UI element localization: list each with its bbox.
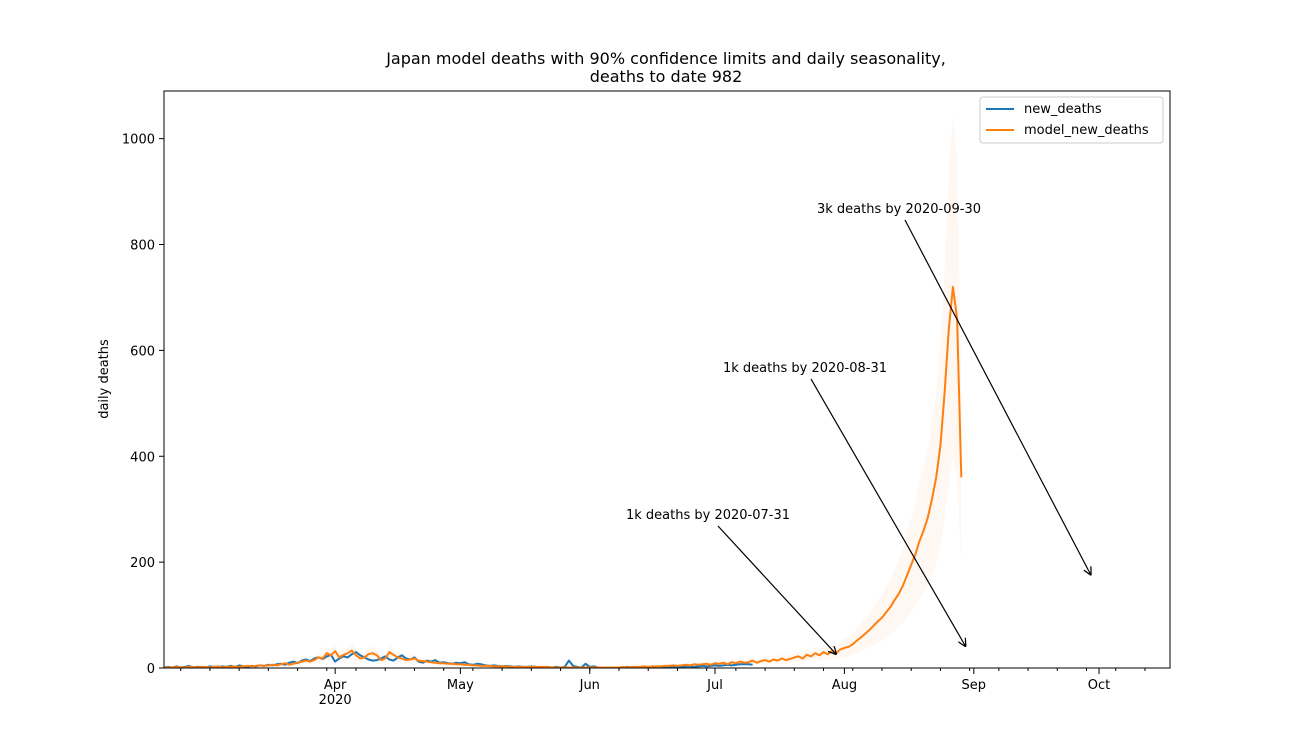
legend: new_deaths model_new_deaths xyxy=(979,96,1164,144)
confidence-band-layer xyxy=(164,115,962,668)
annotation-label: 3k deaths by 2020-09-30 xyxy=(817,202,981,217)
annotation-arrow xyxy=(904,219,1091,575)
x-tick-sublabel: 2020 xyxy=(319,693,352,708)
annotation-arrow xyxy=(810,378,965,646)
annotation-label: 1k deaths by 2020-08-31 xyxy=(723,361,887,376)
y-tick-label: 400 xyxy=(130,450,155,465)
x-tick-label: Oct xyxy=(1088,678,1110,693)
y-tick-label: 0 xyxy=(147,662,155,677)
chart-title-line-1: Japan model deaths with 90% confidence l… xyxy=(385,49,946,68)
plot-frame xyxy=(163,90,1171,669)
confidence-band xyxy=(164,115,962,668)
x-tick-label: Sep xyxy=(962,678,987,693)
x-tick-label: Jun xyxy=(579,678,600,693)
chart-title-line-2: deaths to date 982 xyxy=(590,67,743,86)
y-tick-label: 1000 xyxy=(122,133,155,148)
legend-box xyxy=(979,96,1164,144)
legend-label-model-new-deaths: model_new_deaths xyxy=(1024,123,1149,138)
annotation-layer: 1k deaths by 2020-07-31 1k deaths by 2020… xyxy=(626,202,1091,654)
annotation-arrow xyxy=(717,525,836,654)
x-tick-label: May xyxy=(447,678,474,693)
x-tick-label: Aug xyxy=(832,678,857,693)
y-tick-label: 600 xyxy=(130,344,155,359)
x-tick-label: Jul xyxy=(706,678,723,693)
series-line-model-new-deaths xyxy=(164,285,963,669)
y-tick-label: 800 xyxy=(130,239,155,254)
x-tick-label: Apr xyxy=(324,678,347,693)
legend-label-new-deaths: new_deaths xyxy=(1024,102,1102,117)
y-tick-label: 200 xyxy=(130,556,155,571)
y-axis-label: daily deaths xyxy=(97,339,112,419)
annotation-label: 1k deaths by 2020-07-31 xyxy=(626,508,790,523)
series-layer xyxy=(163,285,963,669)
